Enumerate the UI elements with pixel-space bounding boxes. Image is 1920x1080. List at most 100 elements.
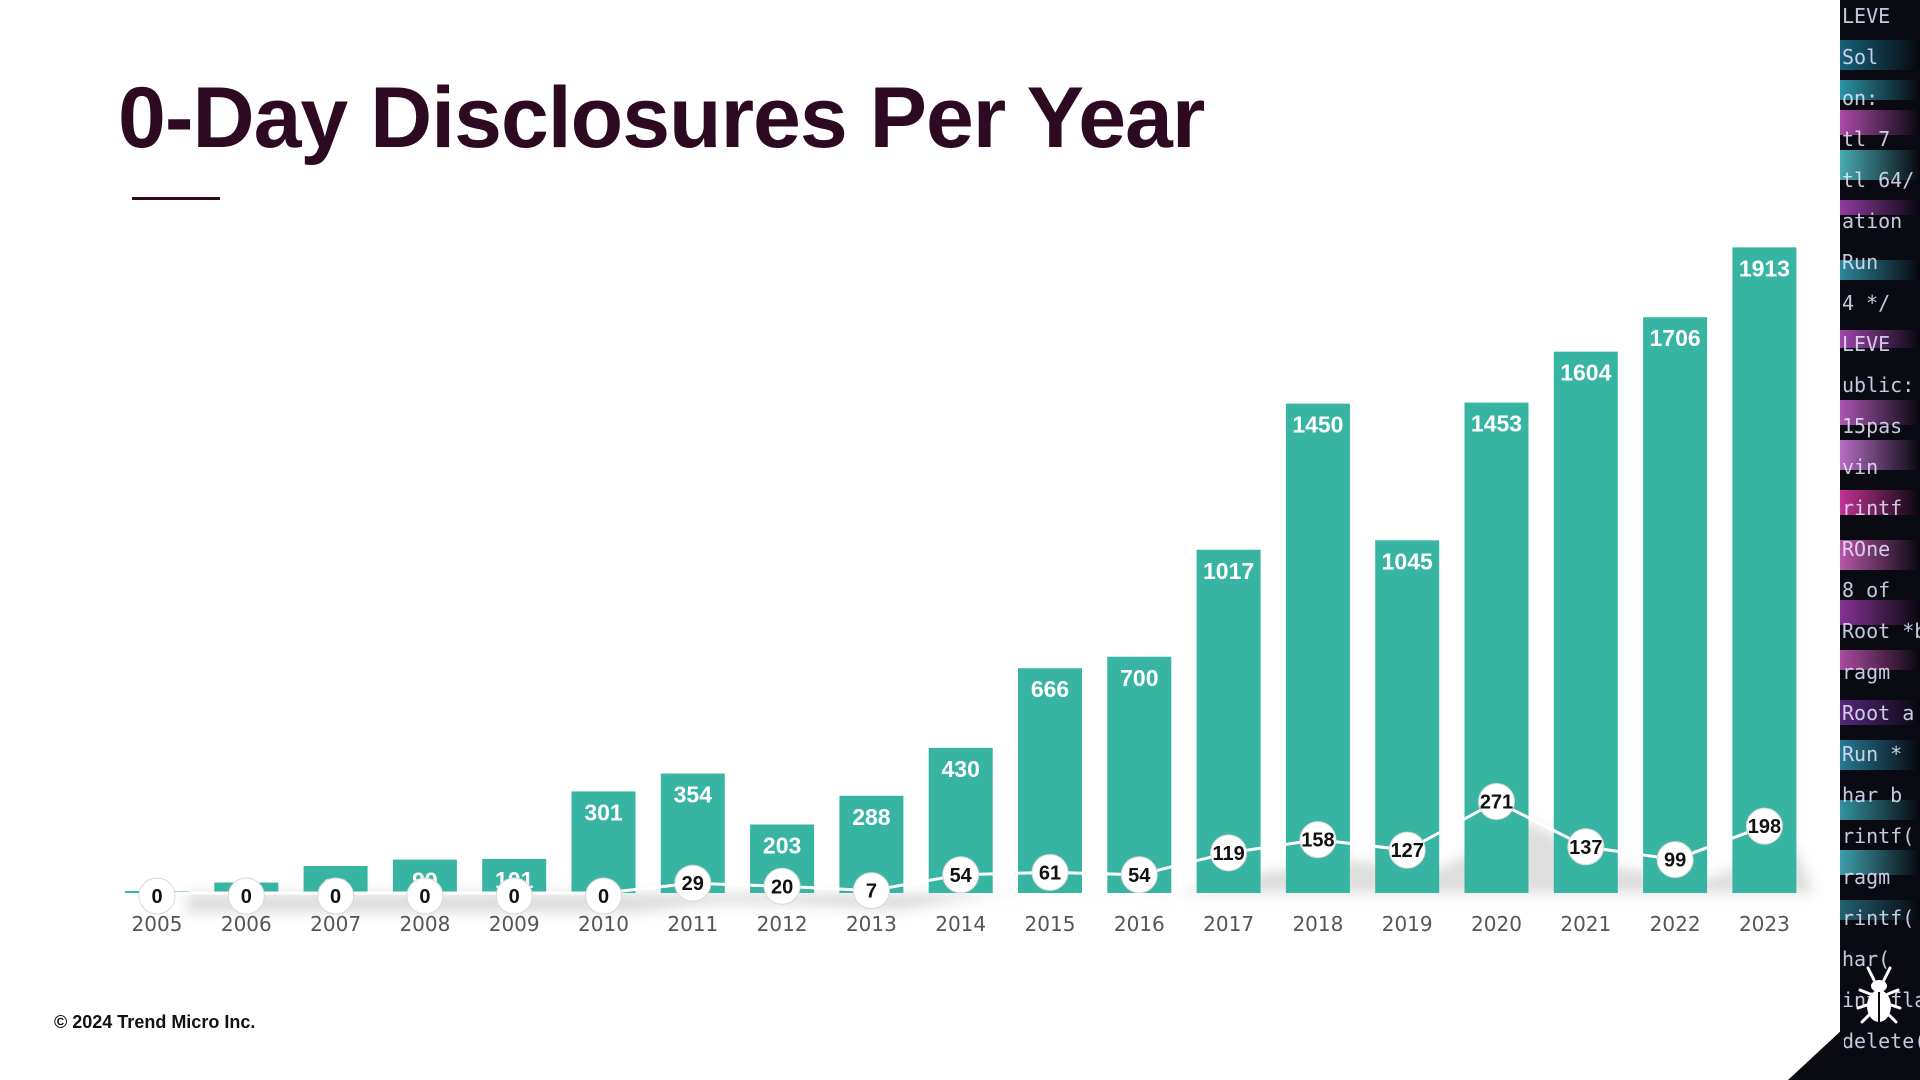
glitch-streak	[1840, 700, 1920, 725]
bar-series	[125, 247, 1797, 894]
line-point	[495, 877, 533, 915]
x-tick-label: 2012	[757, 912, 808, 936]
glitch-streak	[1840, 850, 1920, 875]
x-tick-label: 2006	[221, 912, 272, 936]
bar-2016	[1107, 656, 1172, 893]
line-value-label: 158	[1301, 830, 1334, 852]
code-snippet: 4 */	[1842, 291, 1891, 315]
code-snippet: 8 of	[1842, 578, 1891, 602]
code-snippet: rintf	[1842, 496, 1903, 520]
line-point	[942, 856, 980, 894]
bar-2010	[571, 791, 636, 893]
glitch-streak	[1840, 330, 1920, 348]
x-tick-label: 2022	[1650, 912, 1701, 936]
line-value-label: 0	[241, 886, 252, 908]
bar-value-label: 1045	[1382, 548, 1433, 574]
glitch-streak	[1840, 400, 1920, 425]
line-point	[1120, 856, 1158, 894]
bar-value-label: 1706	[1650, 325, 1701, 351]
glitch-streak	[1840, 440, 1920, 470]
line-value-label: 0	[598, 886, 609, 908]
line-value-label: 198	[1748, 816, 1781, 838]
line-point	[585, 877, 622, 915]
line-point	[1478, 783, 1515, 821]
code-snippet: Run *	[1842, 742, 1903, 766]
line-value-label: 61	[1039, 862, 1061, 884]
x-tick-label: 2010	[578, 912, 629, 936]
x-tick-label: 2020	[1471, 912, 1522, 936]
bar-value-label: 666	[1031, 676, 1069, 702]
bar-2018	[1285, 403, 1350, 893]
code-snippet: ROne	[1842, 537, 1891, 561]
x-tick-label: 2019	[1382, 912, 1433, 936]
x-tick-label: 2007	[310, 912, 361, 936]
line-value-label: 54	[1128, 865, 1151, 887]
line-point	[1745, 807, 1783, 845]
line-value-label: 7	[866, 881, 877, 903]
code-snippet: har(	[1842, 947, 1891, 971]
code-snippet: tl 7	[1842, 127, 1891, 151]
bar-2021	[1553, 351, 1618, 893]
code-snippet: Sol	[1842, 45, 1879, 69]
code-snippet: har b	[1842, 783, 1903, 807]
code-snippet: ation	[1842, 209, 1903, 233]
x-tick-label: 2015	[1025, 912, 1076, 936]
line-point	[763, 867, 801, 905]
line-point	[1031, 853, 1069, 891]
corner-wedge	[1788, 1028, 1844, 1080]
glitch-streak	[1840, 650, 1920, 670]
code-glitch-background: LEVE Sol on: tl 7 tl 64/ation Run 4 */ LEVE ubli…	[1840, 0, 1920, 1080]
copyright-text: © 2024 Trend Micro Inc.	[54, 1012, 256, 1032]
code-snippet: ublic:	[1842, 373, 1915, 397]
line-value-label: 0	[419, 886, 430, 908]
glitch-streak	[1840, 260, 1920, 280]
bar-value-label: 1604	[1560, 360, 1611, 386]
x-tick-label: 2023	[1739, 912, 1790, 936]
x-tick-label: 2013	[846, 912, 897, 936]
line-point	[852, 872, 890, 910]
line-point	[317, 877, 355, 915]
line-value-label: 20	[771, 876, 793, 898]
x-tick-label: 2017	[1203, 912, 1254, 936]
bar-value-label: 288	[852, 804, 891, 830]
glitch-streak	[1840, 110, 1920, 135]
x-tick-label: 2018	[1292, 912, 1343, 936]
code-snippet: 15pas	[1842, 414, 1903, 438]
line-point	[1299, 821, 1337, 859]
bar-value-label: 1017	[1203, 558, 1254, 584]
line-value-label: 0	[151, 886, 162, 908]
bar-value-label: 1450	[1292, 412, 1343, 438]
line-value-label: 127	[1391, 840, 1424, 862]
glitch-streak	[1840, 900, 1920, 920]
beetle-icon	[1856, 966, 1902, 1024]
line-value-label: 29	[682, 873, 704, 895]
code-snippet: ragm	[1842, 865, 1891, 889]
code-snippet: rintf(	[1842, 906, 1915, 930]
x-tick-label: 2016	[1114, 912, 1165, 936]
line-value-label: 0	[509, 886, 520, 908]
glitch-streak	[1840, 150, 1920, 180]
bar-2023	[1732, 247, 1797, 894]
code-snippet: tl 64/	[1842, 168, 1915, 192]
line-series: 0 0 0 0 0 0 29 20 7 54 61 54 119 158 127 271 137 99 198	[138, 783, 1783, 915]
x-tick-label: 2008	[399, 912, 450, 936]
glitch-streak	[1840, 200, 1920, 215]
code-snippet: rintf(	[1842, 824, 1915, 848]
code-snippet: on:	[1842, 86, 1879, 110]
code-snippet: Root *b	[1842, 619, 1920, 643]
glitch-streak	[1840, 740, 1920, 770]
line-value-label: 99	[1664, 850, 1686, 872]
line-point	[1210, 834, 1248, 872]
x-tick-label: 2005	[132, 912, 183, 936]
code-snippet: LEVE	[1842, 332, 1891, 356]
glitch-streak	[1840, 540, 1920, 570]
bar-value-label: 203	[763, 832, 801, 858]
line-point	[1567, 828, 1605, 866]
glitch-streak	[1840, 40, 1920, 70]
code-snippet: Run	[1842, 250, 1879, 274]
code-snippet: delete(	[1842, 1029, 1920, 1053]
glitch-streak	[1840, 600, 1920, 625]
glitch-streak	[1840, 80, 1920, 100]
code-snippet: Root a	[1842, 701, 1915, 725]
